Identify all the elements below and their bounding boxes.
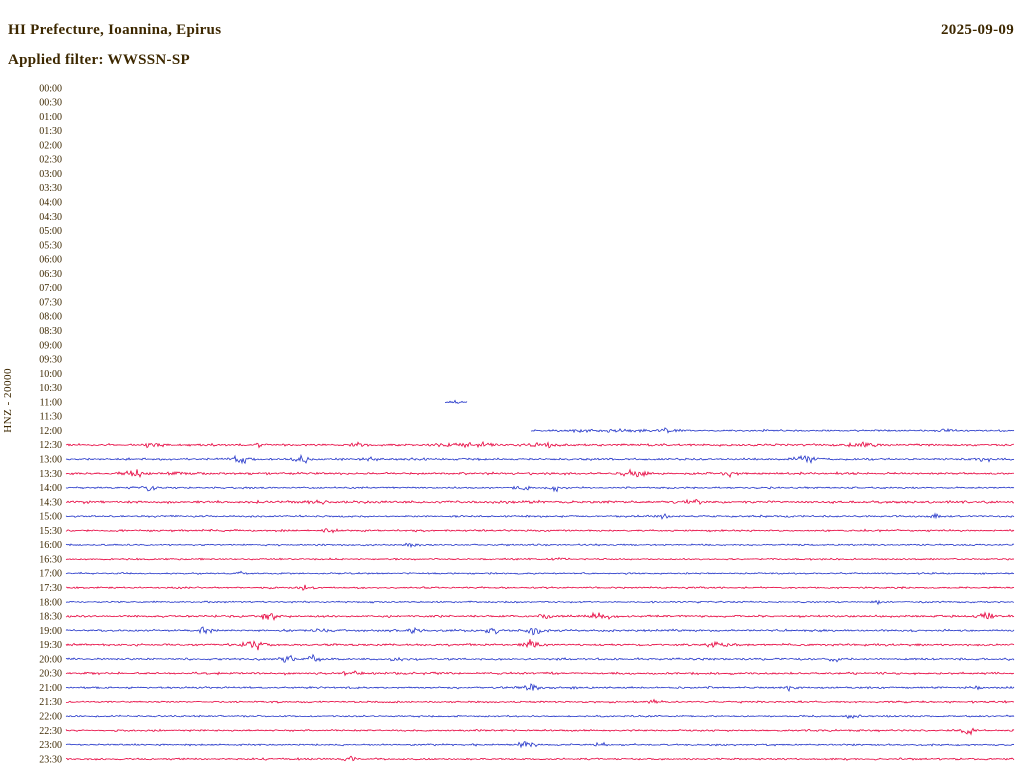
time-label: 01:30 (39, 126, 62, 137)
time-label: 05:30 (39, 240, 62, 251)
time-label: 00:30 (39, 98, 62, 109)
trace-row-17:30 (65, 584, 1015, 591)
time-label: 04:00 (39, 198, 62, 209)
time-label: 21:30 (39, 697, 62, 708)
trace-row-22:00 (65, 714, 1015, 720)
trace-row-17:00 (65, 570, 1015, 575)
trace-row-15:00 (65, 512, 1015, 520)
time-label: 01:00 (39, 112, 62, 123)
time-label: 10:00 (39, 369, 62, 380)
time-label: 04:30 (39, 212, 62, 223)
trace-row-19:00 (65, 626, 1015, 636)
time-label: 02:30 (39, 155, 62, 166)
date-label: 2025-09-09 (941, 22, 1014, 38)
applied-filter-label: Applied filter: WWSSN-SP (8, 52, 190, 68)
time-label: 08:30 (39, 326, 62, 337)
trace-row-23:30 (65, 755, 1015, 762)
time-label: 19:30 (39, 640, 62, 651)
time-label: 05:00 (39, 226, 62, 237)
time-label: 02:00 (39, 140, 62, 151)
time-label: 07:30 (39, 298, 62, 309)
time-label: 08:00 (39, 312, 62, 323)
time-label: 22:00 (39, 712, 62, 723)
time-label: 09:00 (39, 340, 62, 351)
time-label: 03:00 (39, 169, 62, 180)
trace-row-19:30 (65, 639, 1015, 651)
time-label: 18:30 (39, 612, 62, 623)
time-label: 17:00 (39, 569, 62, 580)
trace-row-16:00 (65, 542, 1015, 549)
time-label: 13:30 (39, 469, 62, 480)
trace-row-13:00 (65, 453, 1015, 465)
time-label: 15:30 (39, 526, 62, 537)
time-label: 11:30 (40, 412, 62, 423)
time-label: 12:30 (39, 440, 62, 451)
time-label: 14:00 (39, 483, 62, 494)
time-label: 09:30 (39, 355, 62, 366)
trace-row-21:00 (65, 683, 1015, 692)
time-label: 07:00 (39, 283, 62, 294)
trace-row-18:30 (65, 611, 1015, 622)
trace-row-23:00 (65, 740, 1015, 749)
page-title: HI Prefecture, Ioannina, Epirus (8, 22, 222, 38)
time-label: 22:30 (39, 726, 62, 737)
time-label: 03:30 (39, 183, 62, 194)
trace-row-20:30 (65, 670, 1015, 677)
trace-row-22:30 (65, 727, 1015, 736)
trace-row-20:00 (65, 653, 1015, 663)
trace-row-11:00 (444, 399, 468, 404)
trace-row-21:30 (65, 698, 1015, 704)
time-label: 10:30 (39, 383, 62, 394)
time-label: 20:30 (39, 669, 62, 680)
time-label: 12:00 (39, 426, 62, 437)
time-label: 00:00 (39, 83, 62, 94)
trace-row-14:00 (65, 485, 1015, 493)
trace-row-14:30 (65, 498, 1015, 505)
time-label: 16:30 (39, 554, 62, 565)
trace-row-15:30 (65, 528, 1015, 534)
trace-row-13:30 (65, 468, 1014, 479)
trace-row-12:00 (530, 427, 1015, 434)
time-label: 20:00 (39, 654, 62, 665)
time-label: 17:30 (39, 583, 62, 594)
time-label: 18:00 (39, 597, 62, 608)
time-label: 21:00 (39, 683, 62, 694)
time-label: 23:30 (39, 754, 62, 765)
time-label: 13:00 (39, 455, 62, 466)
trace-row-12:30 (65, 440, 1015, 449)
time-label: 19:00 (39, 626, 62, 637)
time-label: 11:00 (40, 397, 62, 408)
time-label: 23:00 (39, 740, 62, 751)
trace-row-16:30 (65, 557, 1015, 561)
time-label: 14:30 (39, 497, 62, 508)
trace-row-18:00 (65, 599, 1015, 606)
time-label: 16:00 (39, 540, 62, 551)
time-label: 06:30 (39, 269, 62, 280)
time-label: 15:00 (39, 512, 62, 523)
time-label: 06:00 (39, 255, 62, 266)
